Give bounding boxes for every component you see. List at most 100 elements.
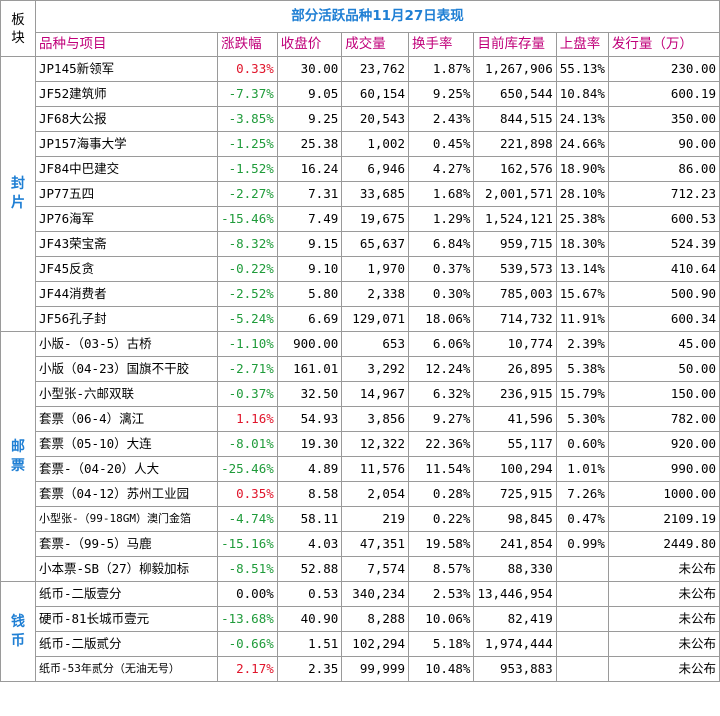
cell-on-disk: 15.67% <box>555 281 609 307</box>
cell-issue: 86.00 <box>607 156 720 182</box>
table-row: 小型张-（99-18GM）澳门金箔 -4.74% 58.11 219 0.22% 98,8… <box>1 506 720 532</box>
cell-close: 30.00 <box>276 56 343 82</box>
cell-issue: 2449.80 <box>607 531 720 557</box>
table-row: 套票（05-10）大连 -8.01% 19.30 12,322 22.36% 55,117… <box>1 431 720 457</box>
cell-issue: 未公布 <box>607 631 720 657</box>
cell-issue: 50.00 <box>607 356 720 382</box>
cell-name: 小版（04-23）国旗不干胶 <box>34 356 219 382</box>
table-row: 小版（04-23）国旗不干胶 -2.71% 161.01 3,292 12.24% 26,… <box>1 356 720 382</box>
cell-on-disk: 15.79% <box>555 381 609 407</box>
cell-turnover: 5.18% <box>407 631 475 657</box>
cell-turnover: 22.36% <box>407 431 475 457</box>
cell-turnover: 1.29% <box>407 206 475 232</box>
cell-volume: 19,675 <box>341 206 409 232</box>
cell-stock: 26,895 <box>473 356 557 382</box>
cell-turnover: 10.06% <box>407 606 475 632</box>
cell-issue: 未公布 <box>607 606 720 632</box>
col-header-name: 品种与项目 <box>34 32 219 57</box>
cell-change: -8.01% <box>217 431 278 457</box>
cell-on-disk: 24.66% <box>555 131 609 157</box>
cell-change: -8.32% <box>217 231 278 257</box>
cell-name: JP76海军 <box>34 206 219 232</box>
table-row: 小型张-六邮双联 -0.37% 32.50 14,967 6.32% 236,915 15.… <box>1 381 720 407</box>
table-row: JF84中巴建交 -1.52% 16.24 6,946 4.27% 162,576 18.9… <box>1 156 720 182</box>
cell-on-disk: 10.84% <box>555 81 609 107</box>
cell-volume: 99,999 <box>341 656 409 682</box>
cell-issue: 45.00 <box>607 331 720 357</box>
cell-stock: 2,001,571 <box>473 181 557 207</box>
table-row: 套票（04-12）苏州工业园 0.35% 8.58 2,054 0.28% 725,915… <box>1 481 720 507</box>
cell-turnover: 18.06% <box>407 306 475 332</box>
cell-turnover: 9.27% <box>407 406 475 432</box>
cell-name: 纸币-二版壹分 <box>34 581 219 607</box>
cell-stock: 650,544 <box>473 81 557 107</box>
cell-turnover: 10.48% <box>407 656 475 682</box>
cell-change: -0.66% <box>217 631 278 657</box>
cell-name: JP157海事大学 <box>34 131 219 157</box>
col-header-on-disk: 上盘率 <box>555 32 609 57</box>
cell-volume: 2,338 <box>341 281 409 307</box>
col-header-volume: 成交量 <box>341 32 409 57</box>
cell-volume: 14,967 <box>341 381 409 407</box>
cell-name: 硬币-81长城币壹元 <box>34 606 219 632</box>
cell-volume: 33,685 <box>341 181 409 207</box>
cell-close: 6.69 <box>276 306 343 332</box>
market-table: 板块 部分活跃品种11月27日表现 品种与项目 涨跌幅 收盘价 成交量 换手率 … <box>0 0 720 682</box>
table-row: JF68大公报 -3.85% 9.25 20,543 2.43% 844,515 24.13… <box>1 106 720 132</box>
cell-change: -0.22% <box>217 256 278 282</box>
table-row: JP77五四 -2.27% 7.31 33,685 1.68% 2,001,571 28.1… <box>1 181 720 207</box>
cell-issue: 712.23 <box>607 181 720 207</box>
cell-close: 58.11 <box>276 506 343 532</box>
cell-on-disk: 24.13% <box>555 106 609 132</box>
cell-change: -5.24% <box>217 306 278 332</box>
cell-close: 40.90 <box>276 606 343 632</box>
cell-issue: 2109.19 <box>607 506 720 532</box>
cell-issue: 600.19 <box>607 81 720 107</box>
cell-issue: 990.00 <box>607 456 720 482</box>
cell-volume: 1,970 <box>341 256 409 282</box>
cell-close: 52.88 <box>276 556 343 582</box>
cell-volume: 7,574 <box>341 556 409 582</box>
col-header-issue: 发行量（万） <box>607 32 720 57</box>
cell-close: 9.25 <box>276 106 343 132</box>
table-row: JF52建筑师 -7.37% 9.05 60,154 9.25% 650,544 10.84… <box>1 81 720 107</box>
cell-change: -25.46% <box>217 456 278 482</box>
col-header-stock: 目前库存量 <box>473 32 557 57</box>
cell-on-disk: 0.99% <box>555 531 609 557</box>
cell-volume: 219 <box>341 506 409 532</box>
cell-stock: 844,515 <box>473 106 557 132</box>
cell-issue: 未公布 <box>607 656 720 682</box>
cell-turnover: 0.45% <box>407 131 475 157</box>
cell-volume: 12,322 <box>341 431 409 457</box>
table-row: JF43荣宝斋 -8.32% 9.15 65,637 6.84% 959,715 18.30… <box>1 231 720 257</box>
cell-close: 19.30 <box>276 431 343 457</box>
cell-name: 小版-（03-5）古桥 <box>34 331 219 357</box>
cell-issue: 600.53 <box>607 206 720 232</box>
cell-name: JP77五四 <box>34 181 219 207</box>
page-title: 部分活跃品种11月27日表现 <box>35 0 720 33</box>
section-label: 钱币 <box>0 581 36 682</box>
cell-stock: 162,576 <box>473 156 557 182</box>
cell-on-disk: 5.30% <box>555 406 609 432</box>
cell-change: 1.16% <box>217 406 278 432</box>
table-row: 硬币-81长城币壹元 -13.68% 40.90 8,288 10.06% 82,419 未… <box>1 606 720 632</box>
cell-turnover: 2.43% <box>407 106 475 132</box>
table-row: 邮票 小版-（03-5）古桥 -1.10% 900.00 653 6.06% 10,774 2… <box>0 331 720 582</box>
cell-stock: 236,915 <box>473 381 557 407</box>
cell-change: -3.85% <box>217 106 278 132</box>
table-row: 钱币 纸币-二版壹分 0.00% 0.53 340,234 2.53% 13,446,954… <box>0 581 720 682</box>
cell-issue: 920.00 <box>607 431 720 457</box>
cell-turnover: 2.53% <box>407 581 475 607</box>
cell-stock: 10,774 <box>473 331 557 357</box>
cell-turnover: 0.37% <box>407 256 475 282</box>
cell-name: JP145新领军 <box>34 56 219 82</box>
cell-name: JF84中巴建交 <box>34 156 219 182</box>
cell-on-disk: 18.30% <box>555 231 609 257</box>
cell-on-disk: 2.39% <box>555 331 609 357</box>
cell-close: 4.89 <box>276 456 343 482</box>
cell-change: -0.37% <box>217 381 278 407</box>
cell-turnover: 6.32% <box>407 381 475 407</box>
cell-on-disk: 11.91% <box>555 306 609 332</box>
cell-stock: 1,974,444 <box>473 631 557 657</box>
table-row: JF45反贪 -0.22% 9.10 1,970 0.37% 539,573 13.14% 4… <box>1 256 720 282</box>
